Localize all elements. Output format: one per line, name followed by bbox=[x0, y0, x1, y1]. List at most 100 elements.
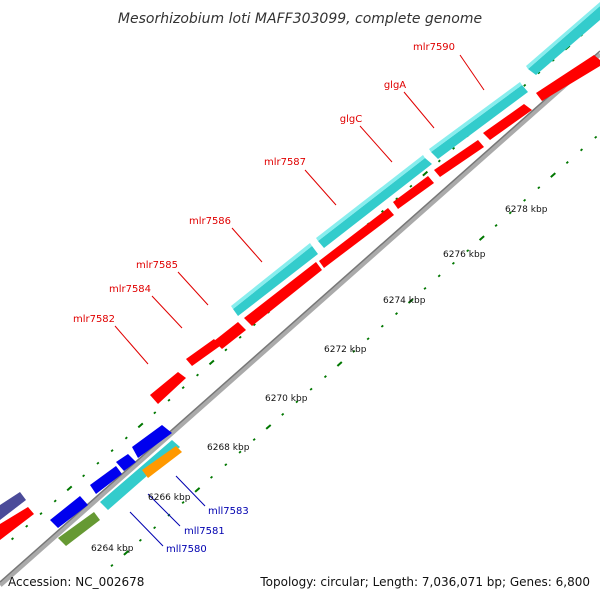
tick-label-6268: 6268 kbp bbox=[207, 443, 250, 453]
gene-mlr7587-arrow[interactable] bbox=[393, 176, 434, 209]
label-glgC[interactable]: glgC bbox=[340, 114, 362, 125]
tick-mark bbox=[422, 170, 429, 177]
tick-mark bbox=[124, 436, 128, 440]
gene-cds-mlr7586[interactable] bbox=[231, 243, 318, 316]
accession-text: Accession: NC_002678 bbox=[8, 575, 144, 589]
tick-mark bbox=[580, 148, 583, 152]
label-mlr7587[interactable]: mlr7587 bbox=[264, 157, 306, 168]
tick-mark bbox=[423, 287, 427, 290]
tick-mark bbox=[594, 135, 598, 139]
label-mlr7582[interactable]: mlr7582 bbox=[73, 314, 115, 325]
tick-mark bbox=[451, 261, 455, 265]
gene-partial-left-red[interactable] bbox=[0, 507, 34, 540]
tick-mark bbox=[196, 373, 199, 377]
tick-mark bbox=[110, 449, 114, 453]
gene-cds-glgA[interactable] bbox=[429, 82, 528, 159]
tick-mark bbox=[53, 499, 57, 503]
label-mlr7585[interactable]: mlr7585 bbox=[136, 260, 178, 271]
label-mll7580[interactable]: mll7580 bbox=[166, 544, 207, 555]
gene-mlr7585-arrow[interactable] bbox=[244, 262, 322, 326]
tick-mark bbox=[550, 172, 556, 178]
label-mll7583[interactable]: mll7583 bbox=[208, 506, 249, 517]
label-glgA[interactable]: glgA bbox=[384, 80, 406, 91]
tick-mark bbox=[153, 526, 157, 530]
gene-glgC-arrow[interactable] bbox=[434, 140, 484, 177]
tick-mark bbox=[11, 537, 14, 541]
gene-mll7582-arrow[interactable] bbox=[116, 454, 136, 471]
tick-mark bbox=[395, 312, 398, 316]
label-mlr7586[interactable]: mlr7586 bbox=[189, 216, 231, 227]
tick-mark bbox=[181, 386, 185, 390]
gene-mll7583-arrow[interactable] bbox=[132, 425, 172, 458]
tick-mark bbox=[238, 335, 242, 339]
tick-mark bbox=[366, 337, 370, 341]
tick-mark bbox=[224, 348, 228, 352]
gene-mlr7586-arrow[interactable] bbox=[319, 208, 394, 268]
gene-mll7580-olive[interactable] bbox=[58, 512, 100, 546]
gene-mll7580-blue-arrow[interactable] bbox=[50, 496, 88, 528]
gene-partial-left-purple[interactable] bbox=[0, 492, 26, 520]
tick-mark bbox=[265, 424, 272, 430]
tick-mark bbox=[181, 501, 185, 504]
tick-mark bbox=[210, 475, 213, 479]
gene-mlr7590-arrow[interactable] bbox=[536, 55, 600, 101]
tick-mark bbox=[252, 438, 256, 441]
tick-mark bbox=[508, 211, 512, 215]
label-mll7581[interactable]: mll7581 bbox=[184, 526, 225, 537]
gene-cds-mlr7590[interactable] bbox=[526, 2, 600, 75]
tick-mark bbox=[137, 422, 144, 429]
genome-backbone bbox=[0, 50, 600, 587]
tick-label-6276: 6276 kbp bbox=[443, 250, 486, 260]
tick-mark bbox=[82, 474, 86, 478]
tick-mark bbox=[437, 159, 441, 163]
tick-mark bbox=[309, 387, 313, 391]
tick-mark bbox=[551, 58, 555, 62]
tick-mark bbox=[380, 209, 384, 213]
tick-mark bbox=[153, 411, 157, 415]
tick-mark bbox=[437, 274, 441, 278]
tick-label-6278: 6278 kbp bbox=[505, 205, 548, 215]
tick-mark bbox=[224, 463, 228, 467]
reverse-labels: mll7583 mll7581 mll7580 bbox=[166, 506, 249, 555]
reverse-gene-track bbox=[0, 425, 182, 546]
label-mlr7584[interactable]: mlr7584 bbox=[109, 284, 151, 295]
tick-mark bbox=[409, 184, 413, 188]
gene-mll7581-blue-arrow[interactable] bbox=[90, 466, 122, 494]
tick-mark bbox=[281, 412, 285, 416]
gene-mlr7582-arrow[interactable] bbox=[186, 339, 220, 366]
tick-mark bbox=[537, 71, 541, 75]
tick-mark bbox=[323, 375, 327, 379]
tick-label-6264: 6264 kbp bbox=[91, 544, 134, 554]
tick-mark bbox=[352, 349, 356, 353]
tick-mark bbox=[295, 400, 299, 404]
forward-cds-track bbox=[231, 2, 600, 316]
tick-mark bbox=[39, 512, 43, 516]
label-leaders bbox=[114, 54, 485, 547]
tick-mark bbox=[66, 485, 73, 492]
tick-mark bbox=[110, 564, 114, 567]
tick-mark bbox=[466, 249, 470, 253]
tick-mark bbox=[478, 235, 485, 241]
map-title: Mesorhizobium loti MAFF303099, complete … bbox=[118, 11, 482, 27]
gene-mlr7584-arrow[interactable] bbox=[214, 322, 246, 349]
tick-mark bbox=[565, 161, 569, 164]
topology-text: Topology: circular; Length: 7,036,071 bp… bbox=[259, 575, 590, 589]
tick-mark bbox=[167, 398, 171, 402]
tick-mark bbox=[523, 83, 527, 87]
label-mlr7590[interactable]: mlr7590 bbox=[413, 42, 455, 53]
tick-label-6274: 6274 kbp bbox=[383, 296, 426, 306]
tick-mark bbox=[194, 487, 201, 493]
tick-mark bbox=[395, 197, 399, 201]
gene-cds-glgC[interactable] bbox=[316, 155, 432, 248]
tick-label-6272: 6272 kbp bbox=[324, 345, 367, 355]
gene-mll7583-orange[interactable] bbox=[142, 446, 182, 478]
tick-mark bbox=[523, 198, 527, 202]
tick-mark bbox=[123, 550, 130, 556]
gene-mlr7581-arrow[interactable] bbox=[150, 372, 186, 404]
tick-mark bbox=[208, 359, 215, 366]
tick-label-6266: 6266 kbp bbox=[148, 493, 191, 503]
tick-mark bbox=[452, 146, 456, 150]
gene-glgA-arrow[interactable] bbox=[483, 104, 532, 140]
